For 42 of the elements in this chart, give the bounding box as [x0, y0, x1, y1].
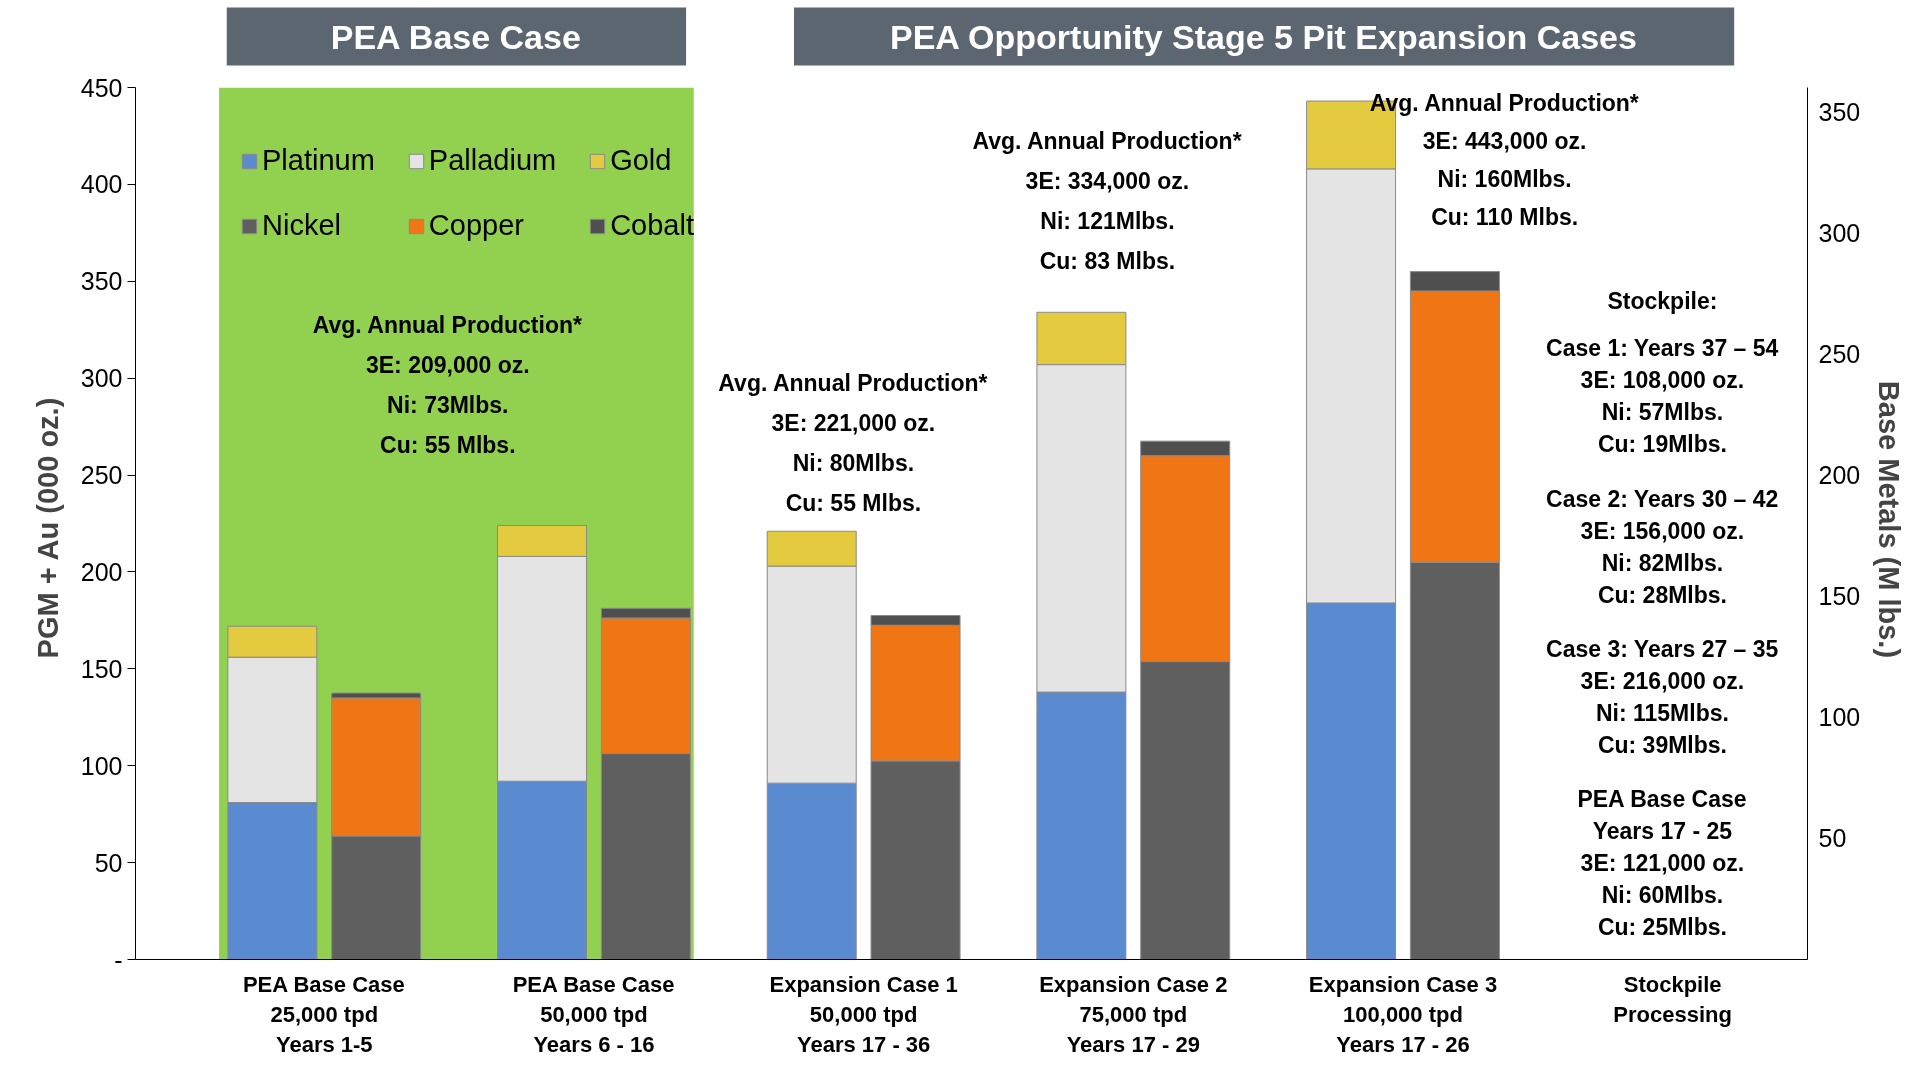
y-tick-label: 50 — [94, 848, 123, 877]
legend-label: Platinum — [262, 144, 375, 177]
x-tick-label: PEA Base Case 25,000 tpd Years 1-5 — [242, 971, 405, 1057]
band-label: PEA Base Case — [330, 17, 581, 56]
y2-tick-label: 300 — [1818, 218, 1861, 247]
legend-label: Nickel — [262, 209, 341, 242]
legend-label: Palladium — [428, 144, 557, 177]
y-tick-label: 100 — [80, 751, 123, 780]
x-tick-label: Expansion Case 3 100,000 tpd Years 17 - 26 — [1308, 971, 1498, 1057]
y-tick-label: 200 — [80, 557, 123, 586]
y2-tick-label: 250 — [1818, 339, 1861, 368]
y2-tick-label: 200 — [1818, 461, 1861, 490]
annotation: Stockpile: — [1607, 287, 1718, 314]
annotation: PEA Base Case Years 17 - 25 3E: 121,000 oz. Ni: 60Mlbs. Cu: 25Mlbs. — [1577, 786, 1747, 941]
legend-label: Copper — [428, 209, 524, 242]
y2-tick-label: 100 — [1818, 703, 1861, 732]
x-tick-label: Stockpile Processing — [1613, 971, 1732, 1027]
y2-axis-title: Base Metals (M lbs.) — [1873, 380, 1905, 659]
x-tick-label: PEA Base Case 50,000 tpd Years 6 - 16 — [512, 971, 675, 1057]
y-tick-label: 350 — [80, 267, 123, 296]
y2-tick-label: 50 — [1818, 824, 1847, 853]
annotation: Avg. Annual Production* 3E: 221,000 oz. Ni: 80Mlbs. Cu: 55 Mlbs. — [718, 369, 988, 516]
y-tick-label: 450 — [80, 73, 123, 102]
y2-tick-label: 150 — [1818, 582, 1861, 611]
y-axis-title: PGM + Au (000 oz.) — [31, 397, 64, 659]
y-tick-label: 250 — [80, 461, 123, 490]
x-tick-label: Expansion Case 2 75,000 tpd Years 17 - 29 — [1039, 971, 1228, 1057]
y-tick-label: 300 — [80, 364, 123, 393]
x-tick-label: Expansion Case 1 50,000 tpd Years 17 - 36 — [769, 971, 958, 1057]
legend-label: Cobalt — [610, 209, 694, 242]
annotation: Case 2: Years 30 – 42 3E: 156,000 oz. Ni: 82Mlbs. Cu: 28Mlbs. — [1546, 486, 1779, 609]
annotation: Case 3: Years 27 – 35 3E: 216,000 oz. Ni: 115Mlbs. Cu: 39Mlbs. — [1546, 635, 1779, 758]
y-tick-label: 150 — [80, 654, 123, 683]
annotation: Avg. Annual Production* 3E: 443,000 oz. Ni: 160Mlbs. Cu: 110 Mlbs. — [1369, 90, 1639, 230]
legend-label: Gold — [610, 144, 672, 177]
annotation: Case 1: Years 37 – 54 3E: 108,000 oz. Ni: 57Mlbs. Cu: 19Mlbs. — [1546, 335, 1779, 458]
y2-tick-label: 350 — [1818, 97, 1861, 126]
y-tick-label: - — [114, 945, 123, 974]
annotation: Avg. Annual Production* 3E: 334,000 oz. Ni: 121Mlbs. Cu: 83 Mlbs. — [972, 127, 1242, 274]
annotation: Avg. Annual Production* 3E: 209,000 oz. Ni: 73Mlbs. Cu: 55 Mlbs. — [312, 311, 582, 458]
text: PEA Opportunity Stage 5 Pit Expansion Cases — [890, 17, 1637, 56]
y-tick-label: 400 — [80, 170, 123, 199]
